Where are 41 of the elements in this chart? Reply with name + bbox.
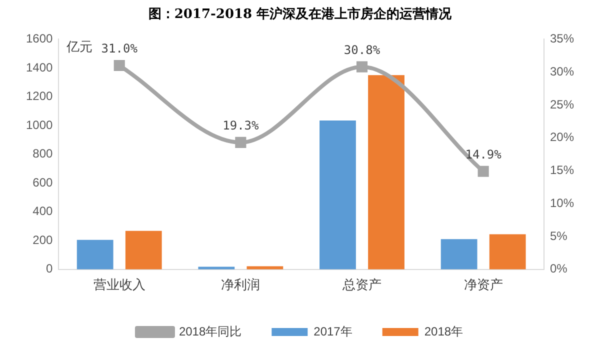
x-tick-label: 总资产 <box>342 276 382 292</box>
y2-tick-label: 30% <box>550 64 574 78</box>
y2-tick-label: 5% <box>550 228 568 243</box>
y2-tick-label: 10% <box>550 196 574 210</box>
legend-label: 2018年 <box>424 324 464 338</box>
point <box>478 166 489 177</box>
y-tick-label: 600 <box>32 175 54 190</box>
bar <box>76 240 114 270</box>
data-label: 19.3% <box>222 118 260 133</box>
y-tick-label: 1200 <box>26 89 54 104</box>
point <box>114 60 125 72</box>
y2-tick-label: 0% <box>550 262 568 276</box>
x-tick-label: 营业收入 <box>93 276 146 292</box>
bar <box>440 239 478 270</box>
annotation: 亿元 <box>66 40 93 56</box>
y2-tick-label: 25% <box>550 97 574 112</box>
y-tick-label: 800 <box>32 146 54 161</box>
data-label: 31.0% <box>101 42 138 56</box>
bar <box>489 234 526 270</box>
legend-label: 2018年同比 <box>178 324 242 338</box>
bar <box>368 75 404 270</box>
bar <box>125 230 162 270</box>
chart-title: 图：2017-2018 年沪深及在港上市房企的运营情况 <box>147 6 453 24</box>
x-tick-label: 净利润 <box>221 276 260 292</box>
y-tick-label: 1600 <box>26 32 54 46</box>
data-label: 14.9% <box>465 148 502 162</box>
y2-tick-label: 35% <box>550 32 574 46</box>
point <box>356 61 368 72</box>
point <box>235 136 246 148</box>
bar <box>320 120 356 270</box>
y-tick-label: 1000 <box>26 118 54 132</box>
bar <box>246 266 284 270</box>
y-tick-label: 400 <box>32 204 54 218</box>
legend-label: 2017年 <box>314 324 352 338</box>
data-label: 30.8% <box>344 42 381 57</box>
y-tick-label: 0 <box>46 262 54 276</box>
x-tick-label: 净资产 <box>464 276 503 292</box>
y-tick-label: 200 <box>32 232 54 247</box>
y2-tick-label: 15% <box>550 163 574 178</box>
y2-tick-label: 20% <box>550 130 574 144</box>
y-tick-label: 1400 <box>26 60 54 74</box>
